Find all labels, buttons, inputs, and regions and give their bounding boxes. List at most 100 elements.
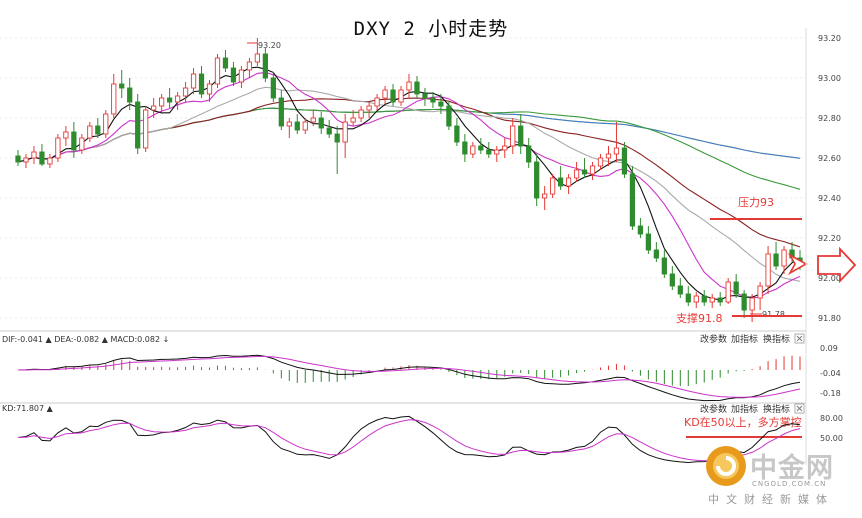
candle (190, 68, 197, 94)
candle (725, 278, 731, 304)
high-marker: 93.20 (247, 41, 281, 50)
candle (454, 118, 460, 146)
kd-tick: 50.00 (820, 434, 843, 443)
candle (613, 122, 620, 162)
candle (565, 174, 572, 194)
candle (166, 88, 173, 108)
kd-button-swap[interactable]: 换指标 (763, 403, 790, 415)
candle (286, 118, 292, 138)
support-label: 支撑91.8 (676, 311, 723, 325)
candle (430, 92, 436, 108)
macd-button-edit[interactable]: 改参数 (700, 333, 727, 345)
candle (414, 76, 420, 98)
candle (47, 154, 53, 168)
ma20-line (17, 86, 801, 282)
kd-annotation: KD在50以上，多方掌控 (684, 415, 802, 429)
candle (709, 294, 715, 308)
candles (15, 38, 803, 322)
candle (693, 292, 699, 308)
candle (573, 162, 580, 182)
candle (79, 134, 85, 154)
kd-header: KD:71.807 ▲ (2, 404, 54, 413)
candle (254, 38, 261, 66)
candle (318, 112, 324, 134)
high-label: 93.20 (258, 41, 281, 50)
kd-tick: 80.00 (820, 414, 843, 423)
close-icon[interactable] (794, 333, 805, 344)
candle (15, 150, 21, 166)
candle (119, 70, 125, 98)
price-tick: 91.80 (818, 314, 841, 323)
candle (741, 290, 747, 318)
price-axis-ticks: 93.20 93.00 92.80 92.60 92.40 92.20 92.00 91.80 (818, 34, 841, 323)
kd-button-edit[interactable]: 改参数 (700, 403, 727, 415)
candle (653, 242, 659, 262)
candle (781, 246, 787, 274)
macd-button-add[interactable]: 加指标 (731, 333, 758, 345)
candle (238, 66, 245, 88)
close-icon[interactable] (794, 403, 805, 414)
candle (773, 242, 779, 270)
macd-panel (17, 354, 801, 402)
price-tick: 92.60 (818, 154, 841, 163)
candle (143, 106, 149, 152)
candle (542, 186, 548, 210)
resistance-label: 压力93 (738, 196, 774, 209)
price-tick: 93.20 (818, 34, 841, 43)
candle (677, 278, 683, 298)
candle (350, 110, 356, 126)
candle (494, 146, 500, 162)
macd-tick: 0.09 (820, 344, 838, 353)
price-tick: 92.80 (818, 114, 841, 123)
candle (342, 114, 348, 158)
candle (446, 102, 452, 130)
candle (470, 142, 476, 158)
candle (629, 166, 636, 230)
dif-line (17, 354, 801, 402)
price-tick: 92.00 (818, 274, 841, 283)
candle (302, 118, 308, 134)
candle (518, 114, 524, 154)
candle (581, 158, 588, 178)
candle (294, 114, 300, 134)
candle (151, 98, 157, 118)
candle (63, 126, 69, 146)
candle (127, 78, 133, 110)
d-line (17, 419, 801, 462)
candle (31, 146, 37, 164)
price-tick: 92.20 (818, 234, 841, 243)
candle (230, 62, 237, 86)
candle (206, 80, 213, 102)
low-label: 91.78 (762, 310, 785, 319)
candle (661, 250, 667, 278)
candle (23, 154, 29, 168)
candle (159, 94, 165, 114)
macd-button-swap[interactable]: 换指标 (763, 333, 790, 345)
candle (701, 290, 707, 306)
candle (71, 122, 77, 158)
moving-averages (17, 66, 801, 301)
macd-header: DIF:-0.041 ▲ DEA:-0.082 ▲ MACD:0.082 ↓ (2, 335, 169, 344)
kd-button-add[interactable]: 加指标 (731, 403, 758, 415)
candle (95, 118, 101, 138)
candle (526, 138, 532, 168)
macd-tick: -0.04 (820, 369, 841, 378)
candle (87, 122, 93, 142)
candle (589, 162, 596, 180)
logo-name: 中金网 (750, 453, 834, 484)
candle (637, 218, 644, 238)
dea-line (18, 356, 801, 398)
candle (246, 58, 253, 78)
candle (182, 82, 189, 102)
candle (462, 134, 468, 162)
candle (765, 246, 771, 294)
price-tick: 93.00 (818, 74, 841, 83)
price-tick: 92.40 (818, 194, 841, 203)
candle (390, 84, 396, 106)
candle (111, 74, 117, 118)
candle (717, 292, 723, 306)
candle (310, 110, 316, 126)
candle (326, 120, 332, 138)
candle (478, 138, 484, 154)
candle (749, 294, 755, 322)
